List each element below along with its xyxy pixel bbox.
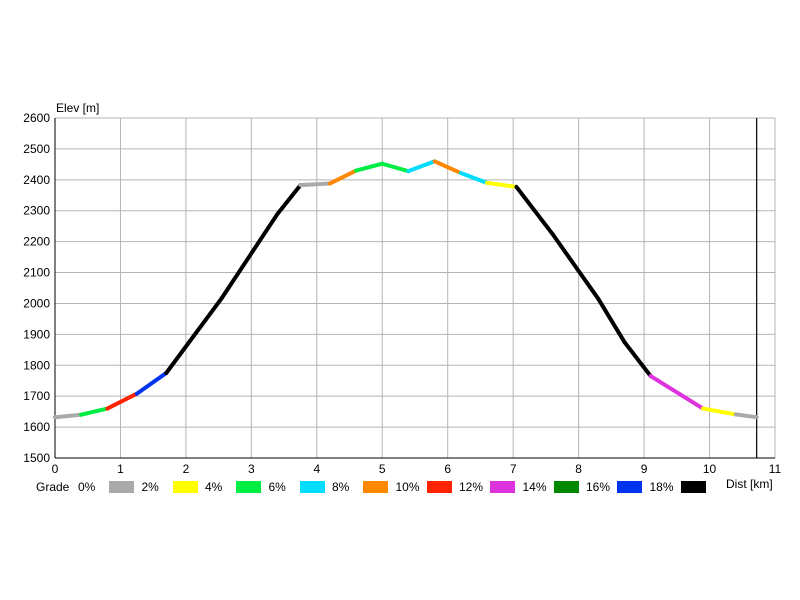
legend-swatch [426,481,452,493]
profile-segment [733,412,759,420]
x-tick-label: 2 [183,462,190,476]
y-tick-label: 1500 [23,451,50,465]
legend-swatch [617,481,642,493]
y-tick-label: 2300 [23,204,50,218]
x-tick-label: 3 [248,462,255,476]
profile-segment [648,374,705,411]
profile-segment [550,231,601,301]
y-tick-label: 2100 [23,266,50,280]
profile-segment [79,406,110,417]
profile-segment [701,406,738,417]
y-tick-label: 1600 [23,420,50,434]
profile-segment [298,181,332,188]
x-axis-label: Dist [km] [726,477,773,491]
profile-segment [105,391,139,411]
legend-grade-label: 0% [78,480,96,494]
x-tick-label: 1 [117,462,124,476]
y-axis-label: Elev [m] [56,101,100,115]
legend-swatch [172,481,198,493]
legend-swatch [680,481,706,493]
legend-swatch [490,481,515,493]
y-tick-label: 2000 [23,296,50,310]
legend-grade-label: 10% [395,480,420,494]
x-tick-label: 11 [769,462,782,476]
y-tick-label: 1700 [23,389,50,403]
y-tick-label: 1800 [23,358,50,372]
legend-grade-label: 18% [649,480,674,494]
legend-title: Grade [36,480,70,494]
x-tick-label: 8 [575,462,582,476]
legend-swatch [363,481,388,493]
legend-grade-label: 8% [332,480,350,494]
profile-segment [164,295,224,375]
profile-segment [596,296,627,345]
x-tick-label: 5 [379,462,386,476]
profile-segment [354,161,385,173]
profile-segment [275,183,303,216]
y-tick-label: 1900 [23,327,50,341]
profile-segment [134,371,169,396]
x-tick-label: 6 [444,462,451,476]
y-tick-label: 2200 [23,235,50,249]
profile-segment [53,412,84,420]
profile-segment [485,180,519,189]
y-tick-label: 2500 [23,142,50,156]
legend-grade-label: 4% [205,480,223,494]
profile-segment [622,340,653,379]
x-tick-label: 9 [641,462,648,476]
profile-segment [432,159,463,176]
legend-grade-label: 12% [459,480,484,494]
profile-segment [458,171,489,185]
y-tick-label: 2400 [23,173,50,187]
y-tick-label: 2600 [23,111,50,125]
legend-grade-label: 16% [586,480,611,494]
x-tick-label: 7 [510,462,517,476]
legend-swatch [553,481,579,493]
legend-swatch [299,481,325,493]
profile-segment [327,168,359,186]
legend-swatch [109,481,134,493]
legend-grade-label: 6% [268,480,286,494]
legend-grade-label: 2% [141,480,159,494]
profile-segment [514,184,555,236]
profile-segment [406,159,437,174]
legend-grade-label: 14% [522,480,547,494]
profile-segment [219,211,280,300]
x-tick-label: 4 [313,462,320,476]
x-tick-label: 10 [703,462,717,476]
x-tick-label: 0 [52,462,59,476]
profile-segment [380,161,411,174]
legend-swatch [236,481,261,493]
